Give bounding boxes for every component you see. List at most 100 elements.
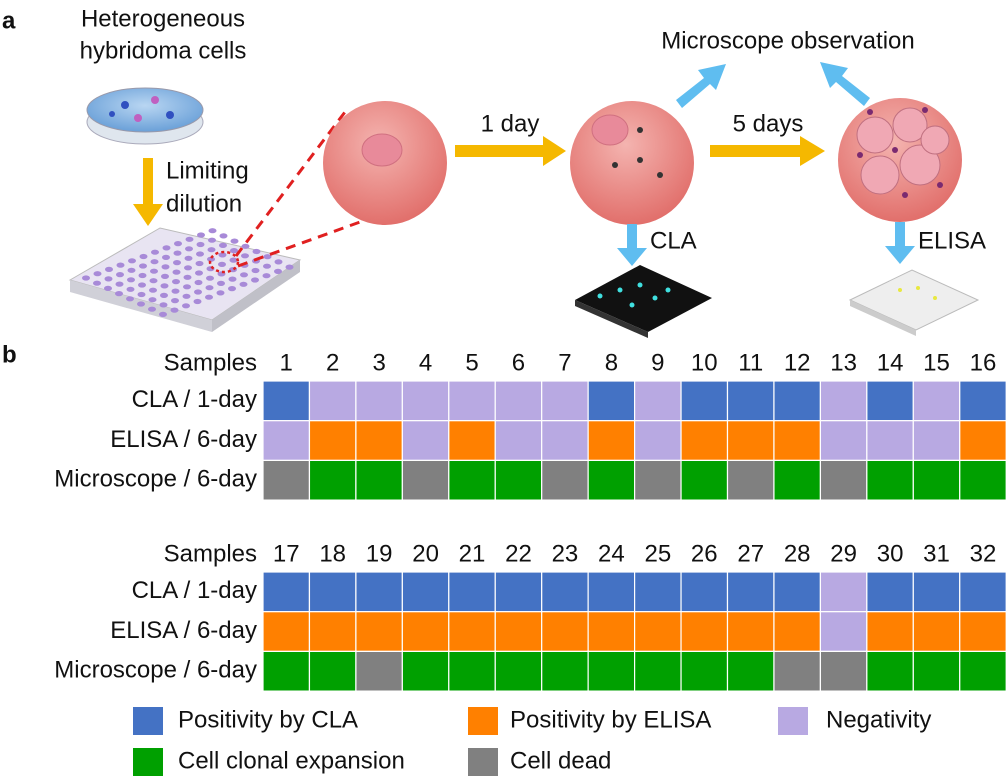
well [150, 268, 158, 274]
cell [633, 571, 682, 613]
cell [819, 459, 868, 501]
cell [819, 571, 868, 613]
well [127, 277, 135, 283]
well [263, 263, 271, 269]
row-label: CLA / 1-day [132, 577, 257, 604]
well [251, 277, 259, 283]
well [149, 287, 157, 293]
legend-label: Cell dead [510, 747, 611, 774]
well [161, 264, 170, 270]
well [194, 279, 203, 286]
cell [541, 420, 589, 462]
petri-dish [86, 87, 204, 145]
sample-number: 11 [738, 349, 763, 376]
sample-number: 28 [784, 540, 811, 567]
well [217, 280, 225, 286]
row-label: CLA / 1-day [132, 386, 257, 413]
cell [401, 611, 450, 653]
sample-number: 17 [273, 540, 300, 567]
cell [726, 571, 775, 613]
well-view [838, 98, 962, 222]
well [228, 276, 237, 282]
observation-text: Microscope observation [661, 27, 914, 54]
cell [494, 650, 543, 692]
cell [819, 611, 868, 653]
sample-number: 27 [737, 540, 764, 567]
cell [541, 571, 589, 613]
sample-number: 7 [558, 349, 571, 376]
cell [494, 380, 543, 422]
cell [819, 650, 868, 692]
cell [587, 380, 636, 422]
well [239, 281, 248, 287]
well [228, 286, 236, 292]
well [208, 228, 217, 234]
cell [541, 380, 589, 422]
cell [773, 380, 822, 422]
well [240, 272, 248, 278]
cell [912, 459, 961, 501]
sample-number: 26 [691, 540, 718, 567]
cell [355, 571, 403, 613]
cell [448, 459, 496, 501]
sample-number: 4 [419, 349, 432, 376]
row-label: Microscope / 6-day [54, 657, 257, 684]
well [149, 278, 158, 284]
well [115, 281, 124, 287]
well [205, 285, 214, 291]
well [205, 294, 213, 300]
cell [494, 611, 543, 653]
zoom-line [234, 111, 347, 257]
legend-label: Positivity by CLA [178, 706, 358, 733]
well [207, 256, 215, 262]
cell [355, 420, 403, 462]
well [139, 263, 147, 269]
arrow-yellow [133, 158, 163, 226]
sample-number: 24 [598, 540, 625, 567]
well [128, 258, 136, 264]
legend-swatch [468, 707, 498, 735]
elisa-plate [848, 269, 980, 336]
cell [494, 571, 543, 613]
row-label: Microscope / 6-day [54, 466, 257, 493]
sample-number: 13 [830, 349, 857, 376]
cell [262, 611, 311, 653]
cell [959, 611, 1006, 653]
cell [866, 420, 914, 462]
well [195, 260, 204, 267]
well [150, 259, 159, 265]
well [182, 303, 190, 309]
well [171, 288, 180, 294]
cell [726, 420, 775, 462]
cell [680, 380, 729, 422]
well [172, 269, 181, 275]
legend-swatch [133, 748, 163, 776]
cell [819, 420, 868, 462]
cell [262, 650, 311, 692]
cell [633, 420, 682, 462]
well [285, 264, 294, 270]
cell [494, 420, 543, 462]
cell [866, 459, 914, 501]
cell [912, 611, 961, 653]
cell [262, 420, 311, 462]
row-label: ELISA / 6-day [110, 426, 257, 453]
well-plate [68, 227, 302, 332]
well [208, 237, 216, 243]
sample-number: 30 [877, 540, 904, 567]
cell [773, 611, 822, 653]
cell [448, 420, 496, 462]
cell [726, 611, 775, 653]
cell [587, 420, 636, 462]
cell [355, 459, 403, 501]
arrow-yellow [710, 136, 825, 166]
well-view [323, 101, 447, 225]
well [182, 293, 191, 299]
sample-number: 3 [372, 349, 385, 376]
cell [494, 459, 543, 501]
sample-number: 23 [552, 540, 579, 567]
cell [680, 571, 729, 613]
well [196, 251, 204, 257]
well [196, 241, 205, 248]
